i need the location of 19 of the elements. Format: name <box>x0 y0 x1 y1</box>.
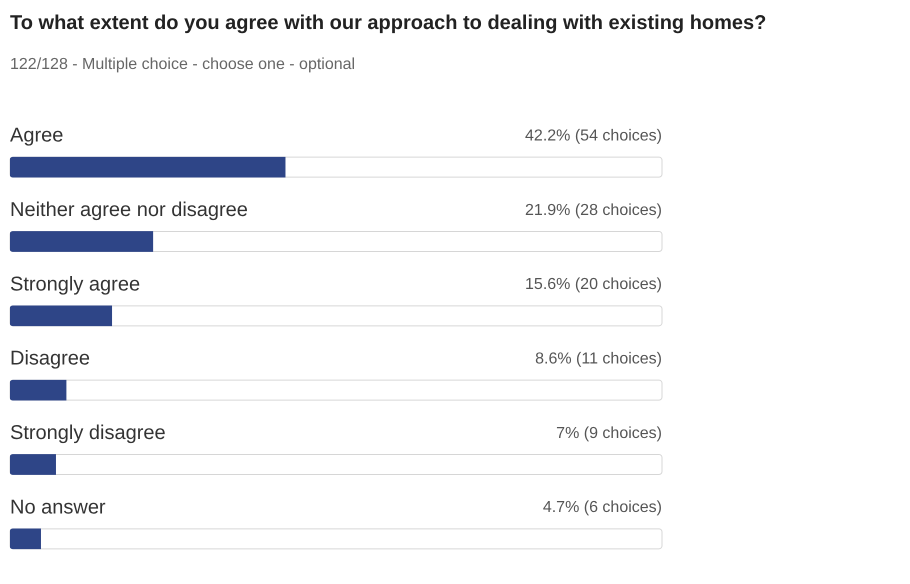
y-tick-label: Strongly agree <box>10 273 140 296</box>
y-tick-label: Neither agree nor disagree <box>10 199 248 222</box>
bar <box>10 306 112 326</box>
y-tick-label: No answer <box>10 496 106 518</box>
y-tick-label: Strongly disagree <box>10 422 166 444</box>
data-label: 4.7% (6 choices) <box>542 499 662 516</box>
bar <box>10 528 41 550</box>
bar <box>10 380 66 400</box>
chart-title: To what extent do you agree with our approach to dealing with existing homes? <box>10 12 766 35</box>
data-label: 7% (9 choices) <box>556 424 662 442</box>
bar <box>10 454 56 475</box>
bar <box>10 231 154 252</box>
y-tick-label: Agree <box>10 124 64 147</box>
y-tick-label: Disagree <box>10 348 90 370</box>
data-label: 21.9% (28 choices) <box>525 202 662 219</box>
data-label: 42.2% (54 choices) <box>525 128 662 145</box>
data-label: 8.6% (11 choices) <box>535 350 662 368</box>
data-label: 15.6% (20 choices) <box>525 276 662 294</box>
chart-subtitle: 122/128 - Multiple choice - choose one - optional <box>10 56 356 74</box>
